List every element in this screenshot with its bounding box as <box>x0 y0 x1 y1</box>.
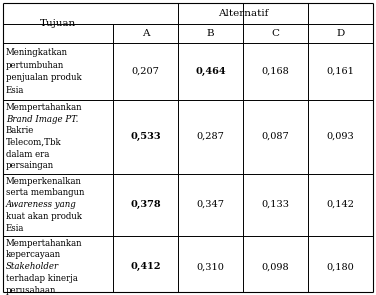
Text: Esia: Esia <box>6 86 24 95</box>
Text: D: D <box>337 29 345 38</box>
Text: 0,412: 0,412 <box>130 262 161 271</box>
Text: C: C <box>271 29 279 38</box>
Text: Awareness yang: Awareness yang <box>6 200 77 209</box>
Text: Telecom,Tbk: Telecom,Tbk <box>6 138 62 147</box>
Text: Mempertahankan: Mempertahankan <box>6 239 82 248</box>
Text: pertumbuhan: pertumbuhan <box>6 61 64 70</box>
Text: 0,533: 0,533 <box>130 132 161 141</box>
Text: 0,310: 0,310 <box>197 262 224 271</box>
Text: Memperkenalkan: Memperkenalkan <box>6 177 82 186</box>
Text: 0,347: 0,347 <box>197 200 224 209</box>
Text: 0,142: 0,142 <box>326 200 355 209</box>
Text: 0,093: 0,093 <box>327 132 354 141</box>
Text: A: A <box>142 29 149 38</box>
Text: Stakeholder: Stakeholder <box>6 262 59 271</box>
Text: 0,180: 0,180 <box>327 262 354 271</box>
Text: 0,464: 0,464 <box>195 67 226 76</box>
Text: Bakrie: Bakrie <box>6 126 34 135</box>
Text: 0,098: 0,098 <box>262 262 289 271</box>
Text: Alternatif: Alternatif <box>218 9 268 18</box>
Text: 0,378: 0,378 <box>130 200 161 209</box>
Text: 0,207: 0,207 <box>132 67 159 76</box>
Text: 0,087: 0,087 <box>262 132 290 141</box>
Text: 0,287: 0,287 <box>197 132 224 141</box>
Text: Brand Image PT.: Brand Image PT. <box>6 115 78 124</box>
Text: kepercayaan: kepercayaan <box>6 250 61 260</box>
Text: dalam era: dalam era <box>6 150 49 159</box>
Text: Meningkatkan: Meningkatkan <box>6 48 68 58</box>
Text: serta membangun: serta membangun <box>6 188 84 197</box>
Text: perusahaan: perusahaan <box>6 286 56 295</box>
Text: terhadap kinerja: terhadap kinerja <box>6 274 78 283</box>
Text: penjualan produk: penjualan produk <box>6 73 82 82</box>
Text: 0,161: 0,161 <box>327 67 355 76</box>
Text: persaingan: persaingan <box>6 161 54 171</box>
Text: 0,133: 0,133 <box>261 200 290 209</box>
Text: Esia: Esia <box>6 224 24 232</box>
Text: Tujuan: Tujuan <box>40 19 76 28</box>
Text: B: B <box>207 29 214 38</box>
Text: 0,168: 0,168 <box>262 67 290 76</box>
Text: Mempertahankan: Mempertahankan <box>6 103 82 112</box>
Text: kuat akan produk: kuat akan produk <box>6 212 82 221</box>
